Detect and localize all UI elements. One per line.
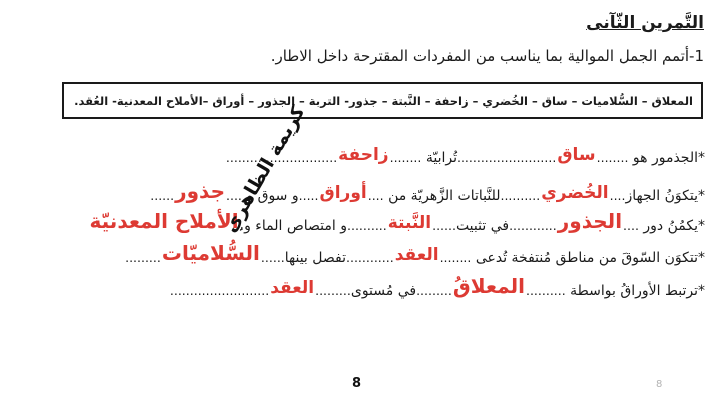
blank-dots: ........ (439, 250, 472, 265)
blank-dots: ...... (150, 188, 175, 203)
printed-text: *يتكوَنُ الجهاز (625, 188, 706, 204)
blank-dots: .... (367, 188, 384, 203)
printed-text: تُرابيّة (421, 150, 457, 166)
blank-dots: .... (226, 188, 242, 203)
blank-dots: ...... (260, 250, 285, 265)
blank-dots: .......... (525, 283, 566, 298)
printed-text: و سوق و (241, 188, 299, 204)
printed-text: *ترتبط الأوراقُ بواسطة (565, 283, 705, 299)
blank-dots: ......... (315, 283, 351, 298)
blank-dots: .......... (347, 218, 387, 233)
blank-dots: ........ (389, 150, 422, 165)
sentence-line-3: *يكمُنُ دور ....الجذور............في تثب… (89, 209, 705, 235)
sentence-line-4: *تتكوَن السّوقَ من مناطق مُنتفخة تُدعى .… (125, 241, 705, 267)
answer-text: السُّلاميّات (161, 241, 260, 265)
answer-text: المعلاقُ (452, 274, 525, 298)
blank-dots: .......... (500, 188, 541, 203)
answer-text: الخُضري (541, 183, 609, 203)
sentence-line-5: *ترتبط الأوراقُ بواسطة ..........المعلاق… (169, 274, 705, 300)
answer-text: الجذور (557, 209, 623, 233)
blank-dots: ......................... (456, 150, 557, 165)
sentence-line-1: *الجذمور هو ........ساق.................… (225, 145, 705, 167)
blank-dots: ..... (298, 188, 319, 203)
blank-dots: ......................... (169, 283, 270, 298)
blank-dots: ......... (125, 250, 161, 265)
printed-text: في تثبيت (455, 218, 510, 234)
instruction-text: 1-أتمم الجمل الموالية بما يناسب من المفر… (270, 47, 704, 65)
printed-text: في مُستوى (350, 283, 417, 299)
printed-text: تفصل بينها (284, 250, 347, 266)
answer-text: ساق (557, 145, 596, 165)
answer-text: الأملاح المعدنيّة (89, 209, 239, 233)
printed-text: *يكمُنُ دور (638, 218, 705, 234)
blank-dots: ............ (346, 250, 394, 265)
blank-dots: ............ (509, 218, 557, 233)
blank-dots: .... (609, 188, 626, 203)
vocabulary-box: المعلاق – السُّلاميات – ساق – الخُضري – … (62, 82, 703, 119)
answer-text: زاحفة (338, 145, 389, 165)
printed-text: *الجذمور هو (628, 150, 705, 166)
answer-text: العقد (270, 278, 315, 298)
printed-text: للنَّباتات الزَّهريّة من (383, 188, 501, 204)
sentence-line-2: *يتكوَنُ الجهاز....الخُضري..........للنَ… (150, 179, 706, 205)
page-number-small: 8 (656, 379, 663, 390)
printed-text: و امتصاص الماء و. (239, 218, 348, 234)
blank-dots: ........ (596, 150, 629, 165)
blank-dots: .... (623, 218, 639, 233)
answer-text: أوراق (319, 183, 367, 203)
answer-text: النَّبتة (387, 213, 432, 233)
blank-dots: ............................ (225, 150, 338, 165)
exercise-title: التَّمرين الثّآنى (586, 13, 704, 33)
blank-dots: ...... (432, 218, 456, 233)
page-number: 8 (352, 376, 362, 391)
answer-text: العقد (394, 245, 439, 265)
answer-text: جذور (175, 179, 226, 203)
printed-text: *تتكوَن السّوقَ من مناطق مُنتفخة تُدعى (471, 250, 705, 266)
vocabulary-list: المعلاق – السُّلاميات – ساق – الخُضري – … (74, 93, 693, 108)
blank-dots: ......... (416, 283, 452, 298)
